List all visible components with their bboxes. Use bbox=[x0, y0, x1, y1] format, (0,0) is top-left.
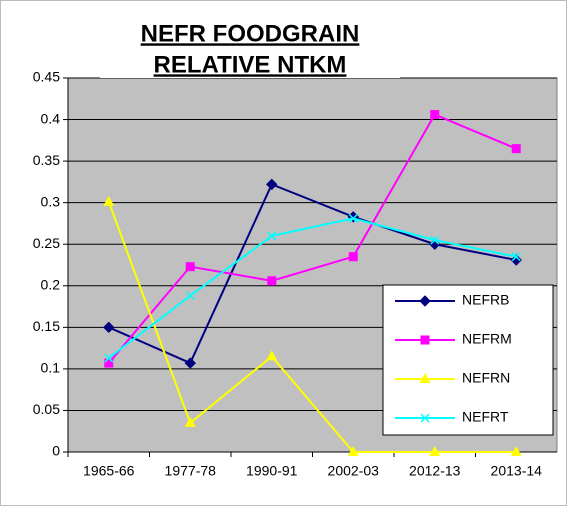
x-tick-label: 2013-14 bbox=[491, 463, 543, 479]
marker bbox=[104, 358, 114, 368]
marker bbox=[267, 231, 277, 241]
marker bbox=[429, 446, 441, 456]
marker bbox=[510, 446, 522, 456]
marker bbox=[430, 110, 440, 120]
marker bbox=[266, 178, 278, 191]
y-tick-label: 0.4 bbox=[41, 110, 61, 126]
marker bbox=[430, 235, 440, 245]
chart-title: RELATIVE NTKM bbox=[154, 51, 347, 78]
marker bbox=[266, 350, 278, 361]
marker bbox=[185, 262, 195, 272]
marker bbox=[348, 252, 358, 262]
x-tick-label: 1977-78 bbox=[165, 463, 217, 479]
marker bbox=[511, 144, 521, 154]
marker bbox=[185, 291, 195, 301]
legend-box bbox=[382, 284, 554, 436]
legend-label: NEFRM bbox=[462, 331, 512, 347]
x-tick-label: 2012-13 bbox=[409, 463, 461, 479]
y-tick-label: 0.25 bbox=[33, 235, 60, 251]
legend-label: NEFRN bbox=[462, 370, 510, 386]
series-line bbox=[107, 113, 517, 364]
series-line bbox=[108, 217, 517, 359]
marker bbox=[510, 254, 522, 266]
legend-label: NEFRT bbox=[462, 409, 509, 425]
y-tick-label: 0 bbox=[52, 443, 60, 459]
marker bbox=[420, 413, 430, 423]
marker bbox=[184, 357, 196, 369]
marker bbox=[267, 276, 277, 286]
marker bbox=[184, 416, 196, 427]
y-tick-label: 0.1 bbox=[41, 360, 61, 376]
legend: NEFRB NEFRM NEFRN NEFRT bbox=[382, 284, 554, 436]
marker bbox=[103, 321, 115, 334]
chart-title: NEFR FOODGRAIN bbox=[141, 20, 360, 47]
y-tick-label: 0.45 bbox=[33, 69, 60, 85]
x-tick-label: 1990-91 bbox=[246, 463, 298, 479]
y-tick-label: 0.35 bbox=[33, 152, 60, 168]
y-tick-label: 0.05 bbox=[33, 401, 60, 417]
marker bbox=[511, 252, 521, 262]
marker bbox=[347, 446, 359, 456]
marker bbox=[103, 195, 115, 206]
y-tick-label: 0.3 bbox=[41, 193, 61, 209]
title-background bbox=[100, 18, 400, 78]
marker bbox=[419, 295, 431, 307]
marker bbox=[419, 373, 431, 383]
marker bbox=[104, 353, 114, 363]
marker bbox=[420, 335, 430, 345]
legend-label: NEFRB bbox=[462, 292, 509, 308]
y-tick-label: 0.2 bbox=[41, 276, 61, 292]
x-tick-label: 2002-03 bbox=[328, 463, 380, 479]
marker bbox=[348, 213, 358, 223]
y-tick-label: 0.15 bbox=[33, 318, 60, 334]
series-line bbox=[107, 201, 517, 453]
series-line bbox=[108, 183, 517, 365]
x-tick-label: 1965-66 bbox=[83, 463, 135, 479]
